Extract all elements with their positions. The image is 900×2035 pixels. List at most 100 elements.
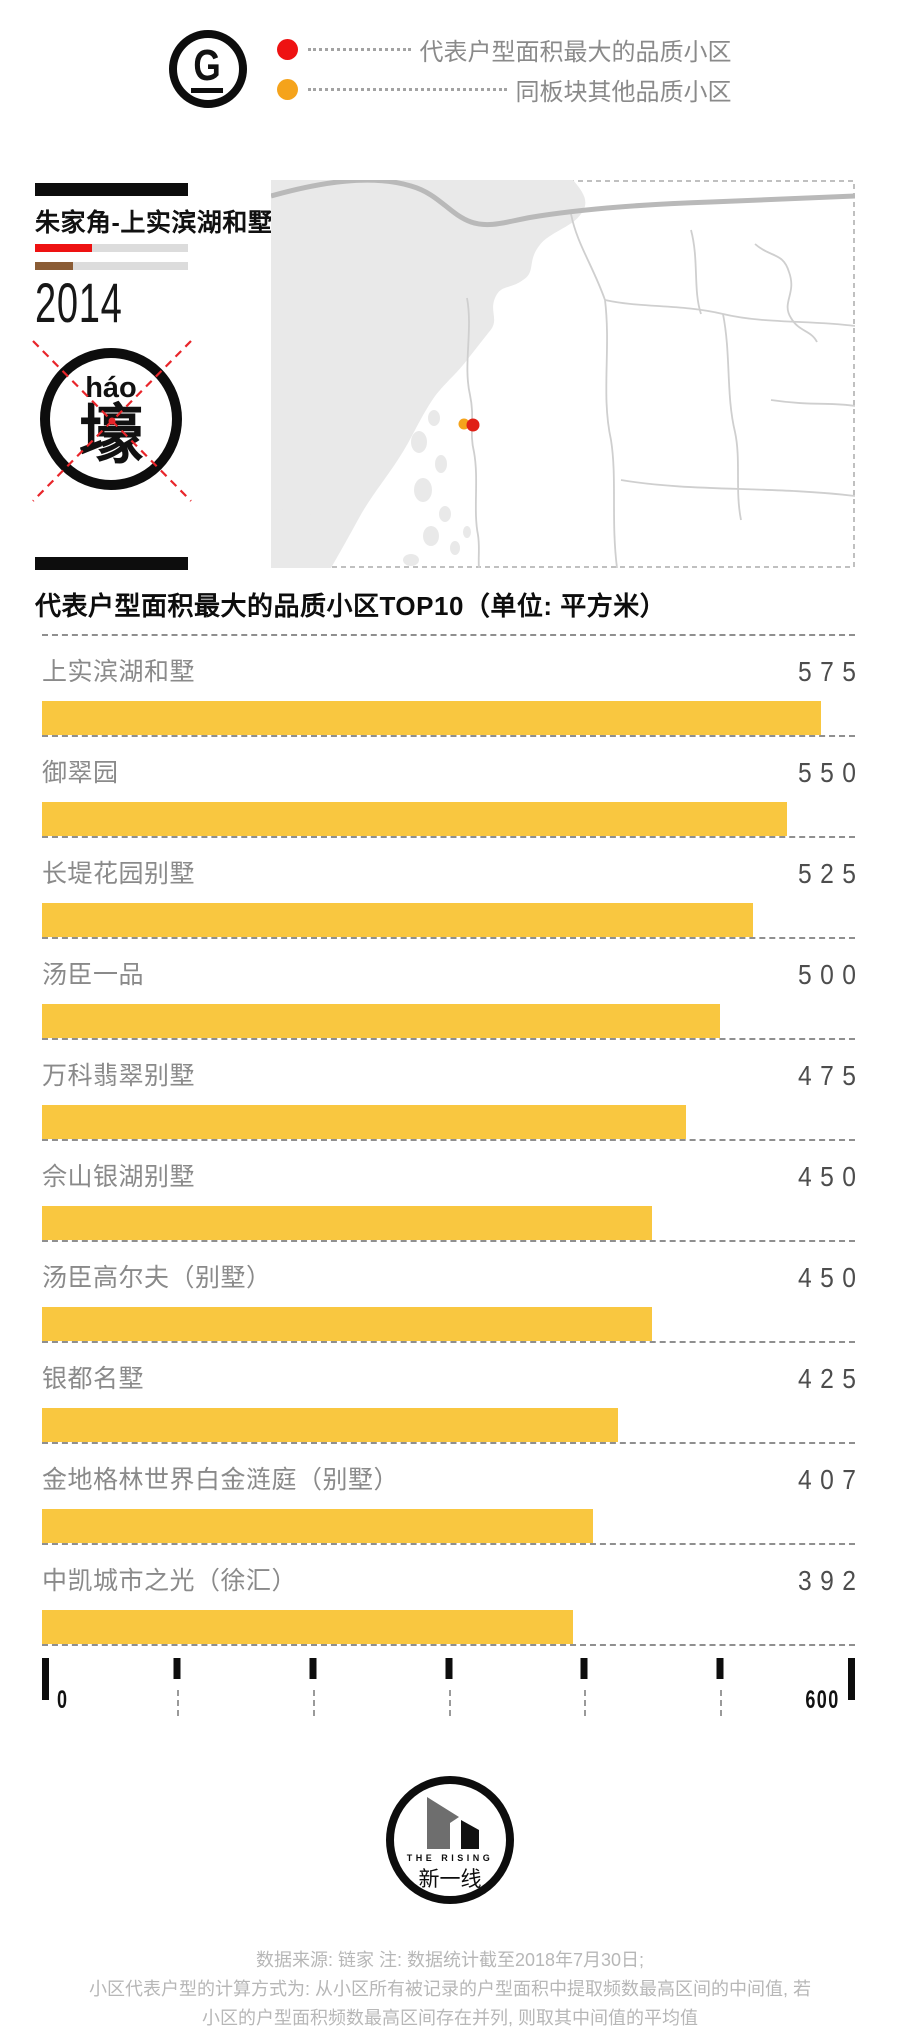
note-line: 小区的户型面积频数最高区间存在并列, 则取其中间值的平均值 [202, 2008, 698, 2028]
bar-track [42, 1092, 855, 1141]
location-map [271, 180, 855, 568]
lake-islands [403, 380, 471, 566]
progress-fill-red [35, 244, 92, 252]
axis-tick-major [848, 1658, 855, 1700]
bar-chart: 上实滨湖和墅 575 御翠园 550 长堤花园别墅 525 汤臣一品 500 万科翡翠别墅 475… [42, 634, 856, 1646]
bar-track [42, 1294, 855, 1343]
the-rising-logo: THE RISING 新一线 [386, 1776, 514, 1904]
bar-track [42, 789, 855, 838]
bar-track [42, 688, 855, 737]
axis-tick-dash [583, 1690, 586, 1716]
legend-row-main: 代表户型面积最大的品质小区 [276, 35, 732, 66]
x-axis-min-label: 0 [57, 1686, 68, 1714]
bar [42, 1509, 594, 1543]
chart-top-gridline [42, 634, 855, 636]
axis-tick-minor [716, 1658, 723, 1679]
stamp-hanzi: 壕 [79, 399, 143, 471]
bar [42, 701, 822, 735]
axis-tick-dash [448, 1690, 451, 1716]
bar [42, 903, 754, 937]
marker-main-community [466, 418, 480, 432]
axis-tick-minor [445, 1658, 452, 1679]
axis-tick-minor [173, 1658, 181, 1679]
legend: 代表户型面积最大的品质小区 同板块其他品质小区 [276, 35, 732, 106]
bar-category-label: 长堤花园别墅 [42, 860, 196, 888]
panel-top-rule [35, 183, 188, 196]
bar-value-label: 407 [798, 1464, 865, 1495]
bar-category-label: 汤臣一品 [42, 961, 145, 989]
bar-track [42, 991, 855, 1040]
legend-label: 同板块其他品质小区 [515, 78, 732, 106]
panel-title: 朱家角-上实滨湖和墅 [35, 209, 274, 237]
g-logo-icon: G [168, 30, 247, 108]
highway [271, 180, 855, 228]
bar [42, 1004, 720, 1038]
bar-value-label: 575 [798, 656, 865, 687]
bar-row: 汤臣高尔夫（别墅） 450 [42, 1242, 856, 1343]
axis-tick-dash [719, 1690, 722, 1716]
bar-rows: 上实滨湖和墅 575 御翠园 550 长堤花园别墅 525 汤臣一品 500 万科翡翠别墅 475… [42, 636, 856, 1646]
bar-category-label: 中凯城市之光（徐汇） [42, 1567, 298, 1595]
header: G 代表户型面积最大的品质小区 同板块其他品质小区 [0, 30, 900, 108]
progress-fill-brown [35, 262, 74, 270]
bar-row: 金地格林世界白金涟庭（别墅） 407 [42, 1444, 856, 1545]
the-rising-logo-icon [427, 1797, 479, 1849]
bar-row: 银都名墅 425 [42, 1343, 856, 1444]
bar [42, 1307, 652, 1341]
bar-value-label: 500 [798, 959, 865, 990]
note-line: 小区代表户型的计算方式为: 从小区所有被记录的户型面积中提取频数最高区间的中间值… [89, 1979, 811, 1999]
panel-bottom-rule [35, 557, 188, 570]
bar-category-label: 汤臣高尔夫（别墅） [42, 1264, 272, 1292]
map-canvas [271, 180, 855, 568]
bar [42, 802, 788, 836]
chart-title: 代表户型面积最大的品质小区TOP10（单位: 平方米） [35, 591, 667, 621]
axis-tick-minor [309, 1658, 317, 1679]
bar [42, 1610, 574, 1644]
bar-value-label: 425 [798, 1363, 865, 1394]
bar [42, 1408, 618, 1442]
legend-label: 代表户型面积最大的品质小区 [419, 38, 732, 66]
bar-category-label: 金地格林世界白金涟庭（别墅） [42, 1466, 400, 1494]
progress-track-red [35, 244, 188, 252]
bar-value-label: 450 [798, 1161, 865, 1192]
axis-tick-dash [177, 1690, 180, 1716]
bar-row: 万科翡翠别墅 475 [42, 1040, 856, 1141]
bar-row: 汤臣一品 500 [42, 939, 856, 1040]
bar-track [42, 1597, 855, 1646]
bar-value-label: 475 [798, 1060, 865, 1091]
bar-category-label: 银都名墅 [42, 1365, 145, 1393]
bar-track [42, 1193, 855, 1242]
minor-roads [466, 213, 855, 568]
bar-category-label: 御翠园 [42, 759, 119, 787]
bar-value-label: 550 [798, 757, 865, 788]
footer-notes: 数据来源: 链家 注: 数据统计截至2018年7月30日; 小区代表户型的计算方… [0, 1946, 900, 2033]
logo-text-zh: 新一线 [418, 1868, 482, 1891]
legend-row-other: 同板块其他品质小区 [276, 75, 732, 106]
bar [42, 1206, 652, 1240]
bar-row: 上实滨湖和墅 575 [42, 636, 856, 737]
bar-row: 佘山银湖别墅 450 [42, 1141, 856, 1242]
lake-shape [271, 180, 586, 568]
year-label: 2014 [35, 271, 123, 334]
bar-category-label: 上实滨湖和墅 [42, 658, 196, 686]
bar-value-label: 450 [798, 1262, 865, 1293]
axis-tick-major [42, 1658, 49, 1700]
progress-track-brown [35, 262, 188, 270]
note-line: 数据来源: 链家 注: 数据统计截至2018年7月30日; [255, 1950, 645, 1970]
bar-category-label: 万科翡翠别墅 [42, 1062, 196, 1090]
axis-tick-dash [312, 1690, 315, 1716]
bar-value-label: 525 [798, 858, 865, 889]
bar-track [42, 1496, 855, 1545]
bar-row: 长堤花园别墅 525 [42, 838, 856, 939]
axis-tick-minor [580, 1658, 588, 1679]
hao-stamp: háo 壕 [40, 348, 182, 490]
legend-leader [307, 47, 411, 51]
bar-track [42, 1395, 855, 1444]
bar [42, 1105, 686, 1139]
bar-category-label: 佘山银湖别墅 [42, 1163, 196, 1191]
bar-row: 中凯城市之光（徐汇） 392 [42, 1545, 856, 1646]
logo-text-en: THE RISING [406, 1853, 494, 1863]
info-panel: 朱家角-上实滨湖和墅 2014 háo 壕 [32, 183, 273, 570]
bar-value-label: 392 [798, 1565, 865, 1596]
x-axis-max-label: 600 [805, 1686, 840, 1714]
